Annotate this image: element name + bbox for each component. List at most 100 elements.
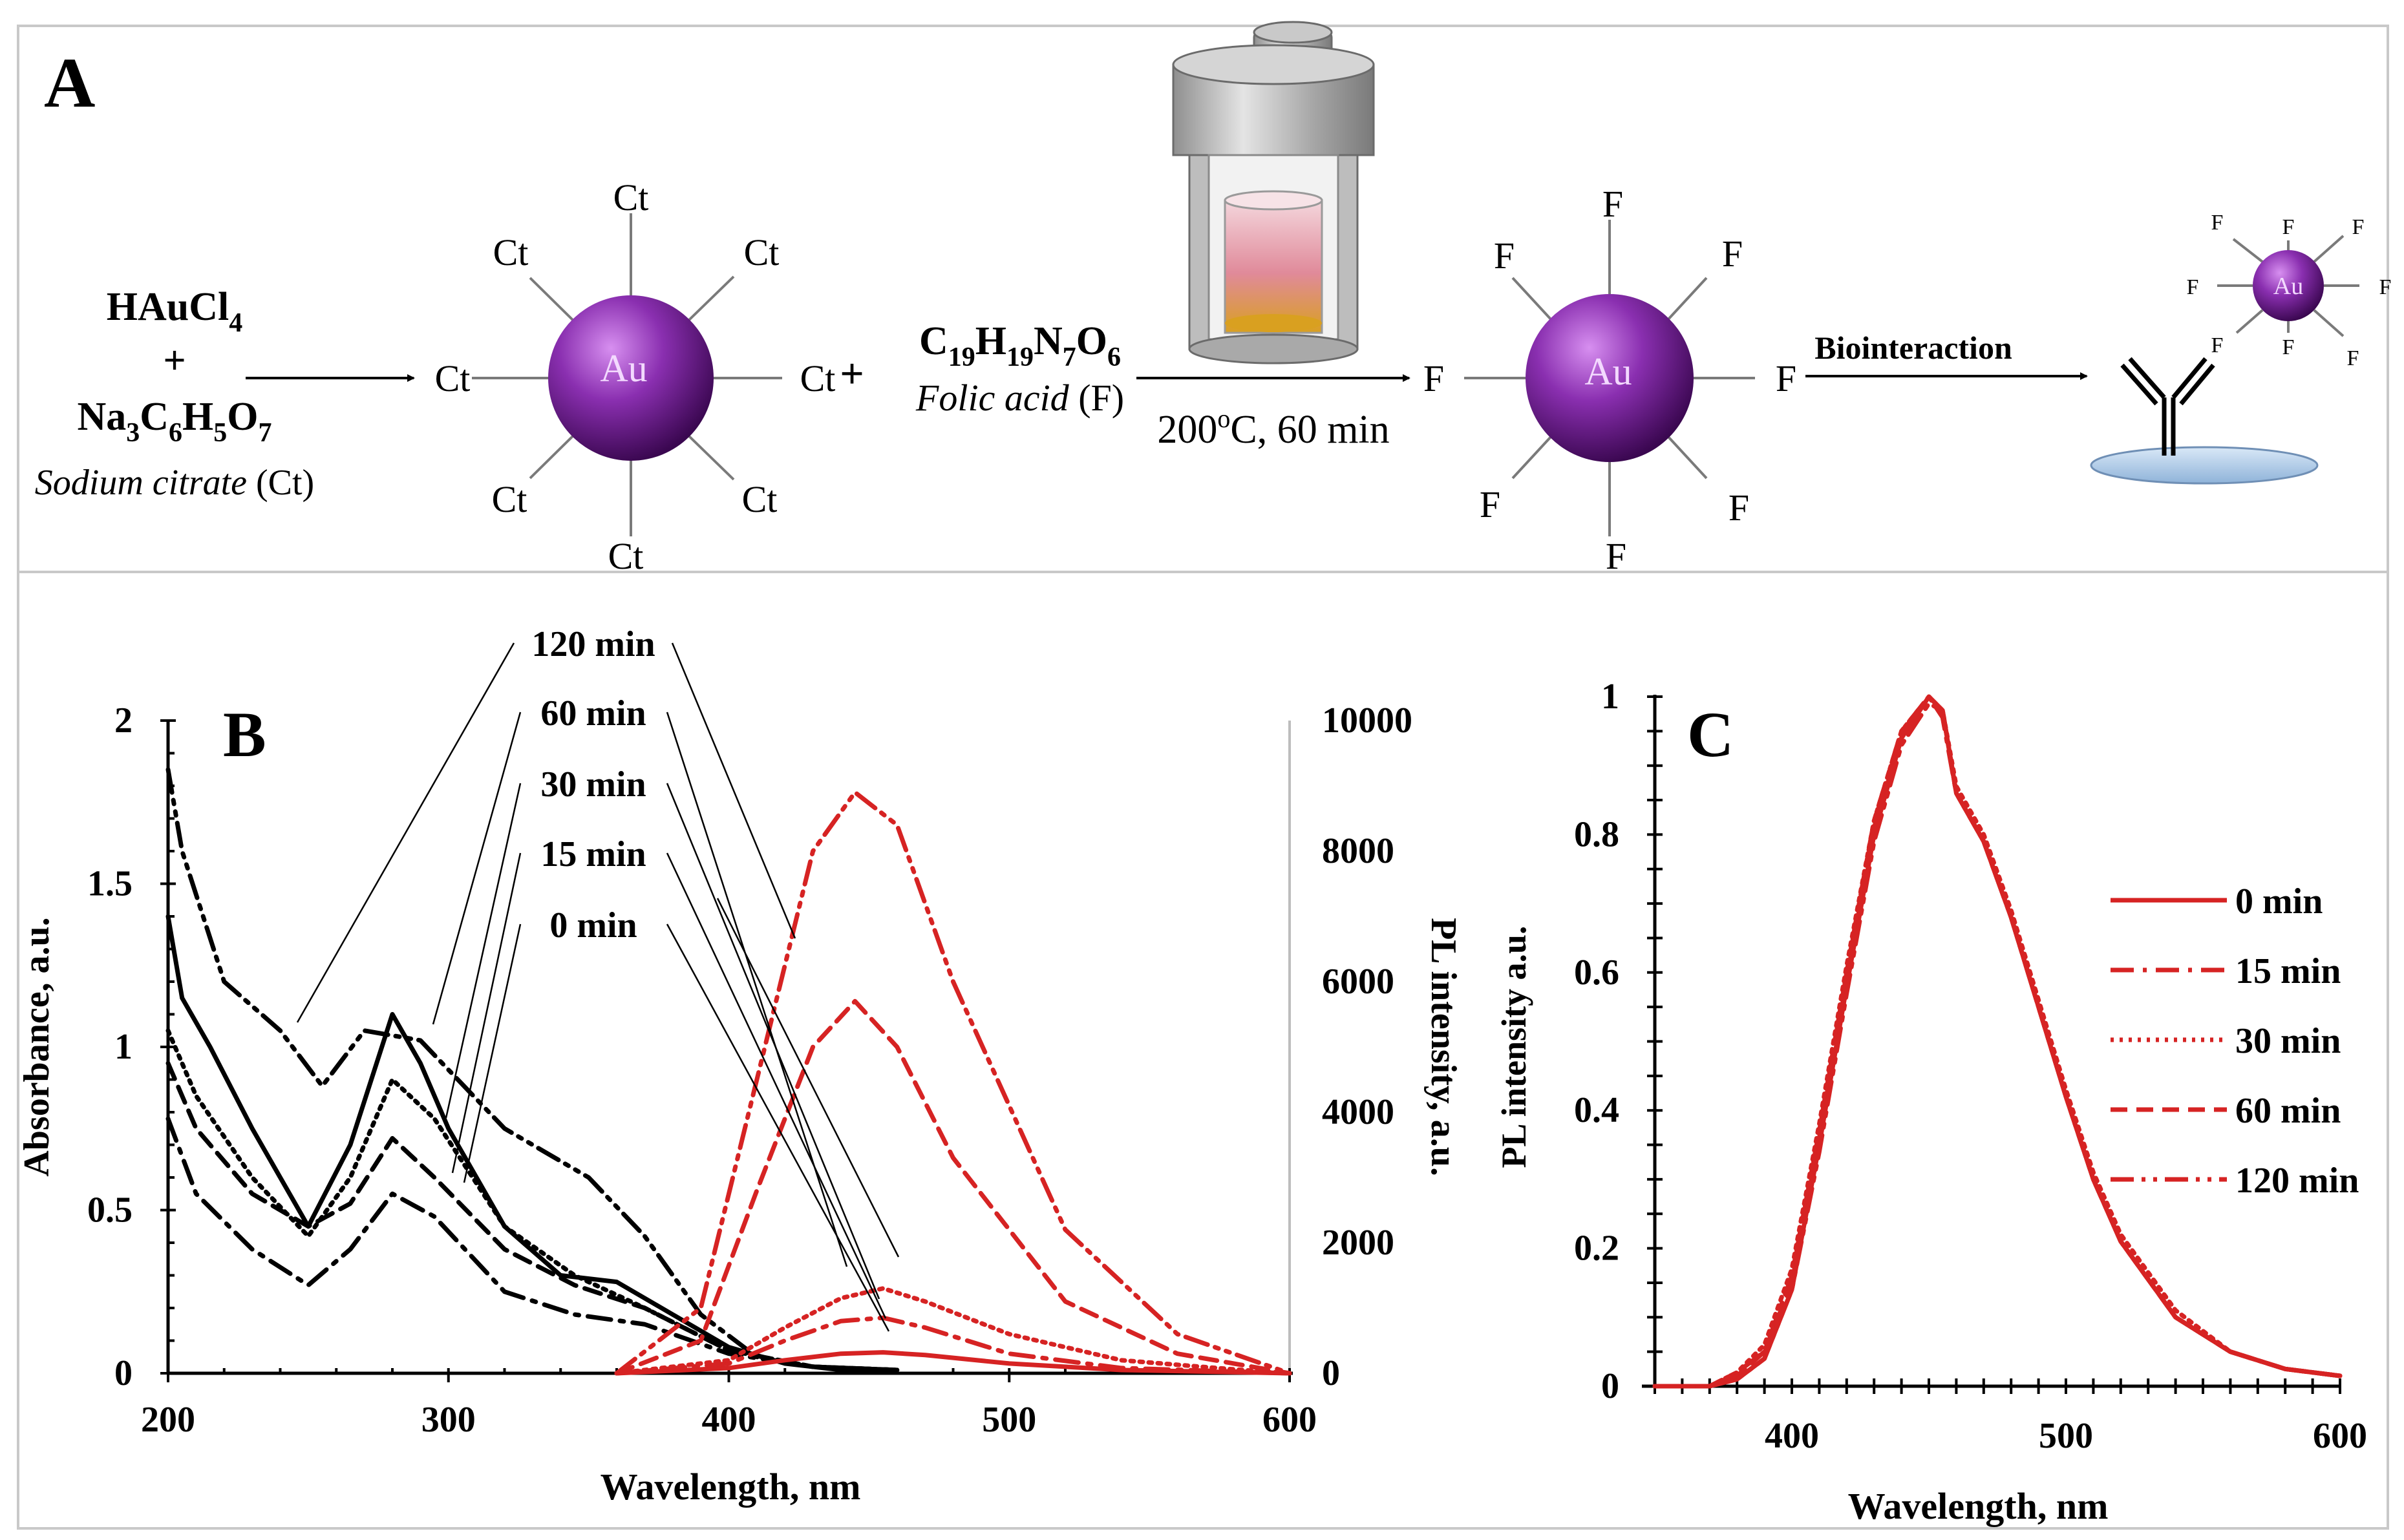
b-absorbance-30-min — [165, 1060, 900, 1373]
panel-c-y-ticks: 0 0.2 0.4 0.6 0.8 1 — [1574, 677, 1663, 1406]
c-y-tick-label: 0 — [1601, 1366, 1619, 1406]
c-pl-120-min — [1652, 701, 2343, 1389]
b-x-tick-label: 500 — [982, 1400, 1036, 1440]
c-legend-label: 30 min — [2235, 1021, 2341, 1061]
particle-citrate: Au Ct Ct Ct Ct Ct Ct Ct Ct — [435, 176, 836, 577]
c-y-tick-label: 0.4 — [1574, 1090, 1619, 1130]
ligand-f-lower-right: F — [1729, 487, 1749, 529]
particle-1-core: Au — [600, 347, 647, 390]
annotation-120-min: 120 min — [531, 624, 655, 664]
ligand-f-bottom: F — [1606, 535, 1626, 577]
b-y2-tick-label: 2000 — [1322, 1223, 1394, 1263]
ligand-ct-upper-left: Ct — [493, 231, 529, 273]
ligand-f-small-left: F — [2187, 275, 2199, 299]
b-y2-tick-label: 4000 — [1322, 1092, 1394, 1132]
panel-a-label: A — [44, 43, 95, 122]
antibody-icon — [2120, 357, 2215, 456]
c-y-tick-label: 0.6 — [1574, 953, 1619, 993]
c-legend-label: 60 min — [2235, 1091, 2341, 1131]
annotation-60-min: 60 min — [540, 693, 646, 733]
b-absorbance-60-min — [165, 1116, 900, 1373]
annotation-15-min: 15 min — [540, 834, 646, 874]
annotation-0-min: 0 min — [549, 905, 637, 945]
ligand-f-small-right: F — [2379, 275, 2392, 299]
particle-3-core: Au — [2273, 273, 2303, 300]
ligand-ct-bottom: Ct — [608, 535, 644, 577]
biointeraction-label: Biointeraction — [1814, 330, 2012, 366]
hydrothermal-vessel-illustration — [1172, 21, 1375, 364]
ligand-f-lower-left: F — [1480, 483, 1500, 525]
particle-2-core: Au — [1584, 350, 1632, 393]
reagent-2: C19H19N7O6 Folic acid (F) — [915, 319, 1124, 419]
c-legend-label: 120 min — [2235, 1161, 2359, 1201]
ligand-f-right: F — [1776, 357, 1796, 399]
antibody-plate-illustration: Au F F F F F F F F — [2090, 211, 2392, 485]
ligand-f-small-upper-right: F — [2352, 215, 2365, 239]
reagent-1-formula-b: Na3C6H5O7 — [77, 395, 271, 448]
panel-b-x-ticks: 200 300 400 500 600 — [141, 1368, 1317, 1440]
b-y-tick-label: 1.5 — [87, 864, 133, 904]
b-x-tick-label: 200 — [141, 1400, 195, 1440]
particle-folate: Au F F F F F F F F — [1423, 183, 1796, 577]
reagent-1-formula-a: HAuCl4 — [107, 285, 242, 338]
ligand-ct-lower-right: Ct — [742, 478, 778, 520]
gold-nanoparticle-3 — [2253, 250, 2324, 321]
reaction-conditions: 200oC, 60 min — [1157, 404, 1389, 452]
c-y-tick-label: 0.8 — [1574, 814, 1619, 854]
b-pl-60-min — [614, 998, 1292, 1376]
panel-b-x-label: Wavelength, nm — [601, 1466, 861, 1508]
ligand-ct-left: Ct — [435, 357, 471, 399]
panel-c-series — [1652, 694, 2343, 1389]
panel-b-annotation-leaders — [296, 642, 900, 1332]
reagent-2-name: Folic acid (F) — [915, 377, 1124, 419]
particle-3-spokes — [2217, 235, 2359, 337]
panel-c-x-ticks: 400 500 600 — [1654, 1378, 2367, 1456]
c-y-tick-label: 0.2 — [1574, 1229, 1619, 1269]
b-x-tick-label: 300 — [421, 1400, 476, 1440]
ligand-f-upper-left: F — [1494, 235, 1515, 277]
ligand-ct-right: Ct — [800, 357, 836, 399]
b-pl-0-min — [614, 1350, 1292, 1376]
particle-1-spokes — [472, 213, 782, 536]
panel-c-chart: C 400 500 600 0 0.2 0.4 0.6 0.8 1 0 min 15 min 30… — [1495, 677, 2367, 1527]
b-y-tick-label: 2 — [114, 701, 133, 741]
b-pl-30-min — [614, 1286, 1292, 1376]
ligand-ct-upper-right: Ct — [744, 231, 780, 273]
panel-b-y2-ticks: 0 2000 4000 6000 8000 10000 — [1322, 701, 1412, 1393]
annotation-30-min: 30 min — [540, 765, 646, 805]
b-y-tick-label: 1 — [114, 1027, 133, 1067]
ligand-f-small-lower-left: F — [2211, 333, 2224, 357]
c-x-tick-label: 600 — [2313, 1416, 2367, 1456]
b-y2-tick-label: 8000 — [1322, 831, 1394, 871]
b-absorbance-0-min — [165, 914, 900, 1373]
reagent-1-plus: + — [163, 339, 186, 383]
panel-b-pl-series — [614, 790, 1292, 1376]
b-y-tick-label: 0.5 — [87, 1190, 133, 1230]
b-x-tick-label: 400 — [702, 1400, 756, 1440]
b-y2-tick-label: 0 — [1322, 1353, 1340, 1393]
b-pl-15-min — [614, 1315, 1292, 1376]
reagent-1-name: Sodium citrate (Ct) — [35, 463, 314, 503]
panel-b-y-ticks: 0 0.5 1 1.5 2 — [87, 701, 176, 1393]
c-y-tick-label: 1 — [1601, 677, 1619, 717]
ligand-f-left: F — [1423, 357, 1444, 399]
reagent-2-formula: C19H19N7O6 — [919, 319, 1121, 372]
panel-b-y-label: Absorbance, a.u. — [17, 917, 57, 1176]
ligand-f-top: F — [1602, 183, 1623, 225]
panel-b-label: B — [223, 699, 266, 770]
b-x-tick-label: 600 — [1262, 1400, 1317, 1440]
ligand-f-small-lower-right: F — [2347, 346, 2359, 370]
c-x-tick-label: 500 — [2039, 1416, 2093, 1456]
particle-2-spokes — [1464, 220, 1755, 536]
panel-c-y-label: PL intensity a.u. — [1495, 925, 1533, 1168]
b-y2-tick-label: 6000 — [1322, 962, 1394, 1002]
ligand-f-small-top: F — [2282, 215, 2295, 239]
gold-nanoparticle-1 — [548, 295, 714, 461]
c-legend-label: 15 min — [2235, 951, 2341, 991]
ligand-f-upper-right: F — [1722, 233, 1743, 275]
reagent-1: HAuCl4 + Na3C6H5O7 Sodium citrate (Ct) — [35, 285, 314, 503]
panel-b-y2-label: PL intensity, a.u. — [1423, 918, 1463, 1176]
b-pl-120-min — [614, 790, 1292, 1376]
panel-c-label: C — [1687, 699, 1734, 770]
